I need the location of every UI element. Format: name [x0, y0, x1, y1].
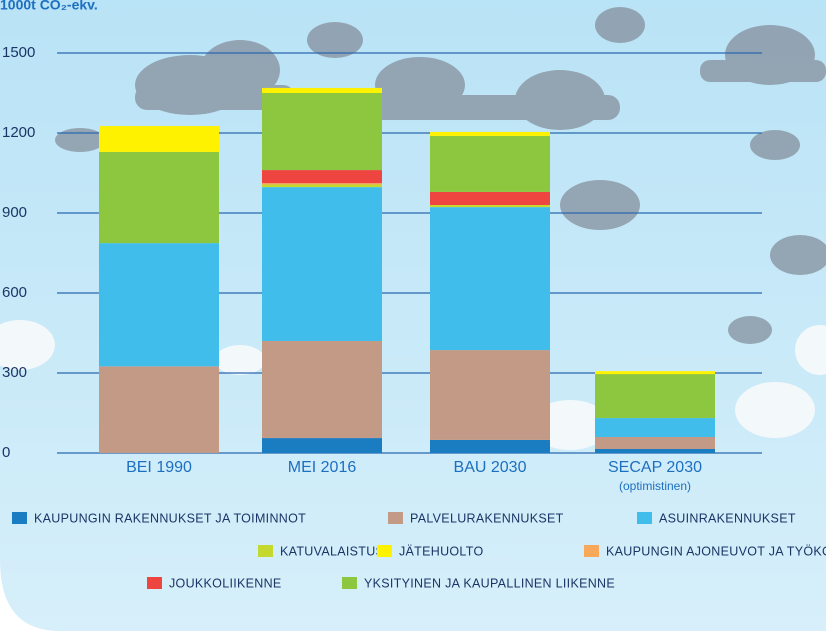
x-tick-label: MEI 2016 [288, 459, 357, 476]
legend-swatch [147, 577, 162, 589]
bar-segment [430, 136, 550, 192]
legend-label: KAUPUNGIN AJONEUVOT JA TYÖKONEET [606, 544, 826, 558]
bar-segment [262, 341, 382, 438]
bar-segment [430, 350, 550, 440]
legend-swatch [258, 545, 273, 557]
bar-segment [430, 132, 550, 136]
legend-label: PALVELURAKENNUKSET [410, 511, 564, 525]
bar-segment [595, 449, 715, 453]
y-tick-label: 1500 [2, 44, 35, 61]
legend-swatch [584, 545, 599, 557]
legend-swatch [637, 512, 652, 524]
bar-segment [262, 88, 382, 93]
x-tick-label: SECAP 2030 [608, 459, 702, 476]
legend-label: KATUVALAISTUS [280, 544, 384, 558]
bar-segment [595, 418, 715, 437]
legend-label: KAUPUNGIN RAKENNUKSET JA TOIMINNOT [34, 511, 306, 525]
bar-segment [595, 371, 715, 374]
y-tick-label: 900 [2, 204, 27, 221]
bar-segment [262, 93, 382, 170]
bar-segment [99, 366, 219, 453]
bar-segment [430, 440, 550, 453]
legend-swatch [12, 512, 27, 524]
bar-segment [262, 438, 382, 453]
legend-label: JÄTEHUOLTO [399, 544, 484, 558]
legend-label: ASUINRAKENNUKSET [659, 511, 796, 525]
x-tick-label: BEI 1990 [126, 459, 192, 476]
bar-segment [595, 374, 715, 418]
bar-segment [99, 126, 219, 152]
bar-segment [595, 437, 715, 449]
legend-label: YKSITYINEN JA KAUPALLINEN LIIKENNE [364, 576, 615, 590]
y-tick-label: 300 [2, 364, 27, 381]
bar-segment [99, 243, 219, 366]
bar-segment [262, 183, 382, 184]
legend-swatch [342, 577, 357, 589]
bar-segment [430, 205, 550, 207]
bar-segment [99, 152, 219, 243]
bar-segment [262, 170, 382, 183]
chart-title: 1000t CO₂-ekv. [0, 0, 98, 13]
bar-segment [262, 187, 382, 341]
x-tick-label: BAU 2030 [454, 459, 527, 476]
bar-segment [430, 207, 550, 350]
y-tick-label: 600 [2, 284, 27, 301]
legend-swatch [388, 512, 403, 524]
bar-segment [262, 184, 382, 187]
chart: 1000t CO₂-ekv. 0 300 600 900 1200 1500 BEI 199… [0, 0, 826, 631]
legend-swatch [377, 545, 392, 557]
y-tick-label: 1200 [2, 124, 35, 141]
y-tick-label: 0 [2, 444, 10, 461]
bar-segment [430, 192, 550, 205]
x-tick-note: (optimistinen) [619, 479, 691, 493]
legend-label: JOUKKOLIIKENNE [169, 576, 282, 590]
